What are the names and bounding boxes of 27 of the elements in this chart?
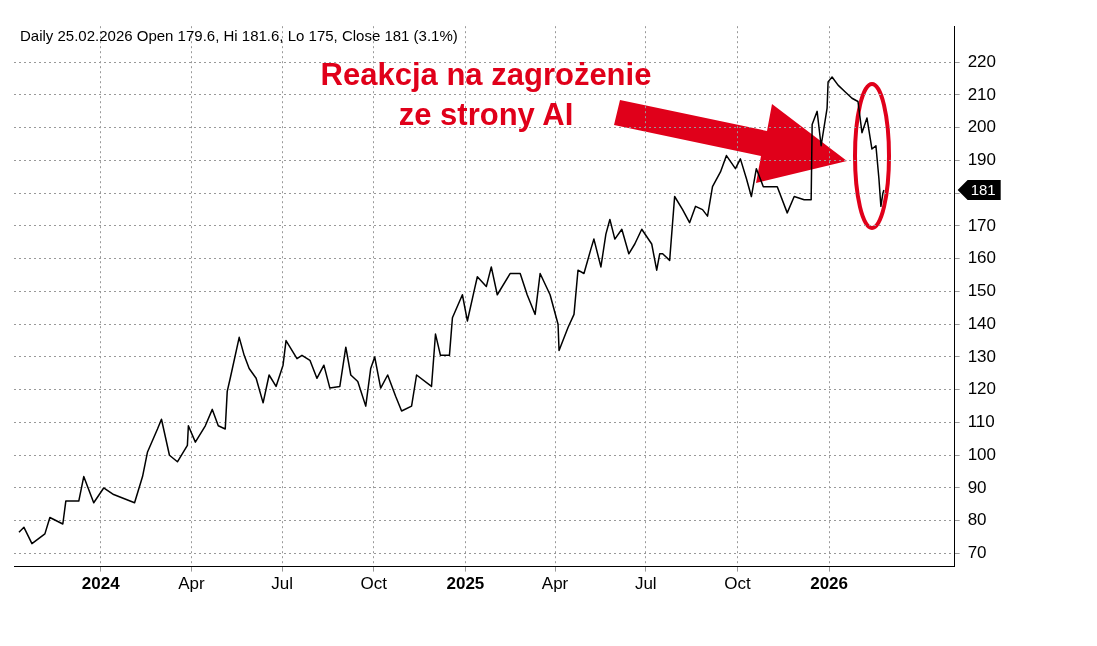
y-tick-label: 130	[967, 346, 997, 366]
x-tick-label: Jul	[271, 574, 293, 594]
annotation: Reakcja na zagrożenie ze strony AI	[320, 56, 652, 132]
x-tick-label: Oct	[360, 574, 388, 594]
x-tick-label: 2026	[810, 574, 848, 594]
y-tick-label: 110	[967, 412, 995, 432]
x-tick-label: Apr	[178, 574, 205, 594]
x-tick-label: 2024	[81, 574, 121, 594]
x-tick-label: Oct	[724, 574, 751, 594]
y-tick-label: 210	[967, 84, 997, 104]
x-tick-label: 2025	[446, 574, 485, 594]
y-tick-label: 120	[967, 379, 997, 399]
y-tick-label: 200	[967, 117, 997, 137]
y-tick-label: 80	[967, 510, 987, 530]
x-tick-label: Jul	[634, 574, 657, 594]
y-tick-label: 170	[967, 215, 997, 235]
x-tick-label: Apr	[541, 574, 569, 594]
y-tick-label: 140	[967, 313, 997, 333]
chart-title: Daily 25.02.2026 Open 179.6, Hi 181.6, Lo 175, Close 181 (3.1%)	[20, 27, 458, 45]
y-tick-label: 220	[967, 51, 997, 71]
text: 181	[970, 181, 996, 199]
y-tick-label: 190	[967, 150, 997, 170]
y-tick-label: 150	[967, 281, 997, 301]
y-tick-label: 160	[967, 248, 997, 268]
y-tick-label: 70	[967, 543, 987, 563]
y-tick-label: 90	[967, 477, 987, 497]
y-tick-label: 100	[967, 444, 997, 464]
